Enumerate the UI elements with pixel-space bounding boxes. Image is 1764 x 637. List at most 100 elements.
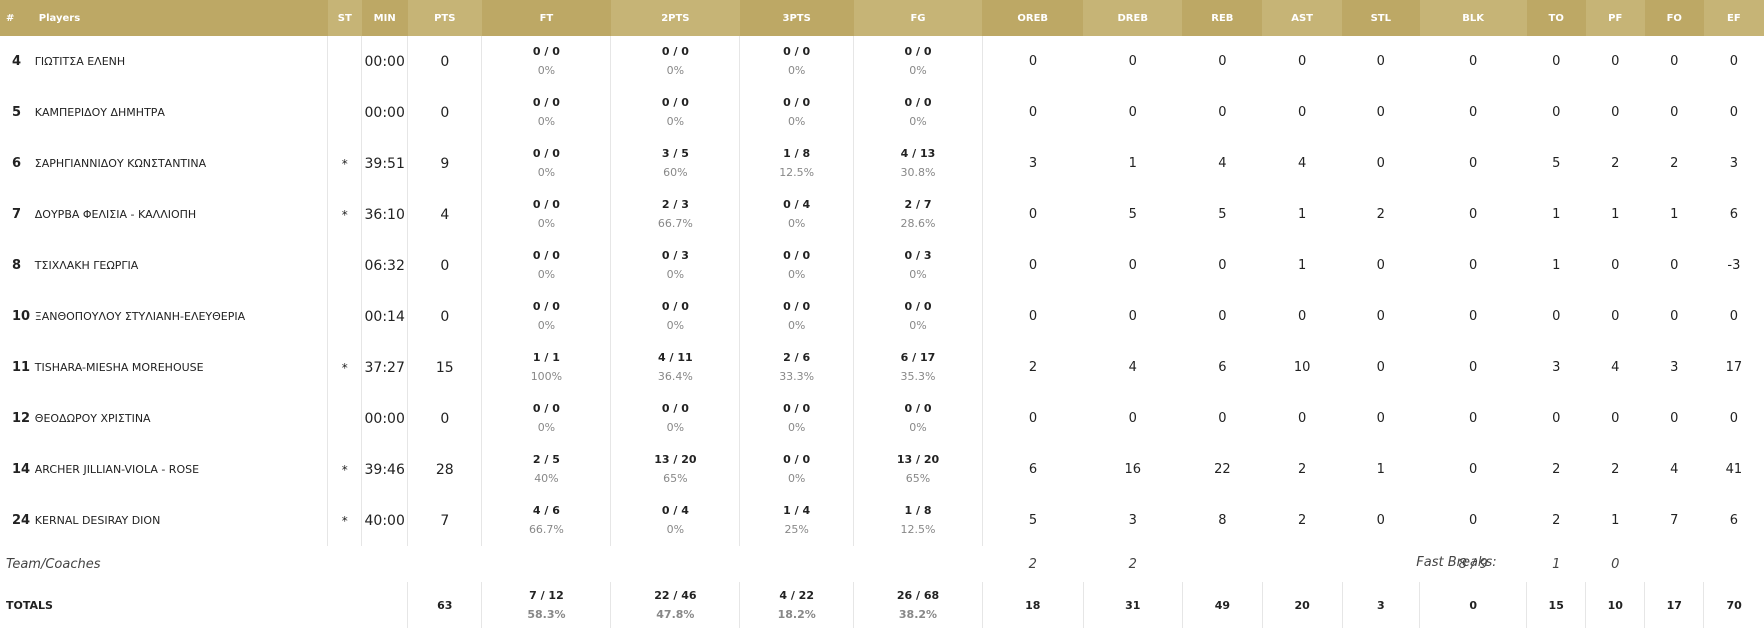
ast-value: 10 (1293, 360, 1311, 375)
minutes-value: 40:00 (361, 495, 409, 546)
fo-value: 0 (1670, 258, 1679, 273)
points-value: 9 (407, 138, 483, 189)
fo-value: 0 (1670, 309, 1679, 324)
fg-made: 1 / 8 (904, 504, 932, 517)
col-reb[interactable]: REB (1182, 0, 1263, 36)
reb-value: 6 (1218, 360, 1227, 375)
player-name[interactable]: ΚΑΜΠΕΡΙΔΟΥ ΔΗΜΗΤΡΑ (32, 87, 329, 138)
player-name[interactable]: TISHARA-MIESHA MOREHOUSE (32, 342, 329, 393)
3pts-cell: 0 / 4 0% (739, 189, 854, 240)
player-name[interactable]: ΓΙΩΤΙΤΣΑ ΕΛΕΝΗ (32, 36, 329, 87)
col-fg[interactable]: FG (853, 0, 983, 36)
starter-mark: * (327, 495, 363, 546)
oreb-value: 0 (1028, 411, 1038, 426)
col-2pts[interactable]: 2PTS (610, 0, 740, 36)
fg-made: 0 / 0 (904, 96, 932, 109)
player-name[interactable]: KERNAL DESIRAY DION (32, 495, 329, 546)
col-ef[interactable]: EF (1703, 0, 1764, 36)
3pts-pct: 12.5% (779, 166, 815, 179)
ft-made: 0 / 0 (532, 45, 560, 58)
3pts-cell: 0 / 0 0% (739, 240, 854, 291)
3pts-pct: 0% (787, 115, 806, 128)
table-row: 4 ΓΙΩΤΙΤΣΑ ΕΛΕΝΗ 00:00 0 0 / 0 0% 0 / 0 0%… (0, 36, 1764, 87)
player-name[interactable]: ΔΟΥΡΒΑ ΦΕΛΙΣΙΑ - ΚΑΛΛΙΟΠΗ (32, 189, 329, 240)
3pts-made: 0 / 0 (783, 249, 811, 262)
totals-ast: 20 (1262, 582, 1343, 628)
col-number[interactable]: # (0, 0, 33, 36)
pf-value: 1 (1611, 513, 1620, 528)
fg-cell: 1 / 8 12.5% (853, 495, 983, 546)
fo-value: 0 (1670, 105, 1679, 120)
totals-row: TOTALS 63 7 / 12 58.3% 22 / 46 47.8% 4 / 2… (0, 582, 1764, 628)
2pts-cell: 4 / 11 36.4% (610, 342, 741, 393)
player-name[interactable]: ΣΑΡΗΓΙΑΝΝΙΔΟΥ ΚΩΝΣΤΑΝΤΙΝΑ (32, 138, 329, 189)
ast-value: 0 (1297, 105, 1307, 120)
2pts-made: 3 / 5 (661, 147, 689, 160)
ft-made: 0 / 0 (532, 249, 560, 262)
ef-value: 0 (1729, 411, 1739, 426)
points-value: 0 (407, 87, 483, 138)
reb-value: 5 (1218, 207, 1227, 222)
player-number: 5 (12, 105, 22, 120)
player-number: 14 (12, 462, 31, 477)
ft-made: 1 / 1 (532, 351, 560, 364)
col-blk[interactable]: BLK (1419, 0, 1527, 36)
col-to[interactable]: TO (1526, 0, 1586, 36)
fg-pct: 28.6% (900, 217, 936, 230)
col-pf[interactable]: PF (1585, 0, 1645, 36)
totals-ef: 70 (1726, 598, 1742, 612)
3pts-made: 1 / 8 (783, 147, 811, 160)
col-minutes[interactable]: MIN (361, 0, 408, 36)
fg-pct: 0% (909, 319, 927, 332)
player-number: 11 (12, 360, 31, 375)
col-ft[interactable]: FT (481, 0, 611, 36)
fg-made: 6 / 17 (900, 351, 936, 364)
3pts-cell: 1 / 8 12.5% (739, 138, 854, 189)
col-starter[interactable]: ST (327, 0, 362, 36)
2pts-cell: 2 / 3 66.7% (610, 189, 741, 240)
fg-cell: 0 / 0 0% (853, 291, 983, 342)
fast-breaks-cell: Fast Breaks: (1342, 546, 1496, 582)
to-value: 2 (1552, 513, 1561, 528)
col-ast[interactable]: AST (1262, 0, 1343, 36)
2pts-pct: 66.7% (657, 217, 693, 230)
fg-made: 2 / 7 (904, 198, 932, 211)
fo-value: 0 (1670, 411, 1679, 426)
minutes-value: 00:00 (361, 393, 409, 444)
totals-fg-made: 26 / 68 (896, 588, 940, 602)
col-fo[interactable]: FO (1644, 0, 1704, 36)
fg-pct: 0% (909, 268, 927, 281)
col-oreb[interactable]: OREB (982, 0, 1083, 36)
ast-value: 0 (1297, 411, 1307, 426)
player-number: 12 (12, 411, 31, 426)
team-to: 1 (1552, 556, 1561, 572)
col-players[interactable]: Players (32, 0, 328, 36)
starter-mark: * (327, 444, 363, 495)
player-name[interactable]: ARCHER JILLIAN-VIOLA - ROSE (32, 444, 329, 495)
player-number: 10 (12, 309, 31, 324)
fo-value: 1 (1670, 207, 1679, 222)
totals-2pts-made: 22 / 46 (654, 588, 697, 602)
2pts-pct: 0% (666, 268, 685, 281)
player-name[interactable]: ΤΣΙΧΛΑΚΗ ΓΕΩΡΓΙΑ (32, 240, 329, 291)
col-3pts[interactable]: 3PTS (739, 0, 854, 36)
table-row: 12 ΘΕΟΔΩΡΟΥ ΧΡΙΣΤΙΝΑ 00:00 0 0 / 0 0% 0 /… (0, 393, 1764, 444)
ft-pct: 0% (537, 217, 556, 230)
3pts-pct: 25% (784, 523, 809, 536)
team-dreb: 2 (1128, 556, 1137, 572)
ast-value: 1 (1297, 207, 1307, 222)
col-dreb[interactable]: DREB (1083, 0, 1183, 36)
fo-value: 4 (1670, 462, 1679, 477)
ft-made: 0 / 0 (532, 147, 560, 160)
ft-made: 0 / 0 (532, 198, 560, 211)
2pts-pct: 60% (663, 166, 688, 179)
2pts-pct: 36.4% (657, 370, 693, 383)
totals-fg-pct: 38.2% (898, 607, 938, 621)
player-name[interactable]: ΘΕΟΔΩΡΟΥ ΧΡΙΣΤΙΝΑ (32, 393, 329, 444)
3pts-cell: 0 / 0 0% (739, 36, 854, 87)
col-points[interactable]: PTS (407, 0, 482, 36)
dreb-value: 0 (1128, 258, 1137, 273)
col-stl[interactable]: STL (1342, 0, 1420, 36)
player-name[interactable]: ΞΑΝΘΟΠΟΥΛΟΥ ΣΤΥΛΙΑΝΗ-ΕΛΕΥΘΕΡΙΑ (32, 291, 329, 342)
starter-mark (327, 87, 363, 138)
